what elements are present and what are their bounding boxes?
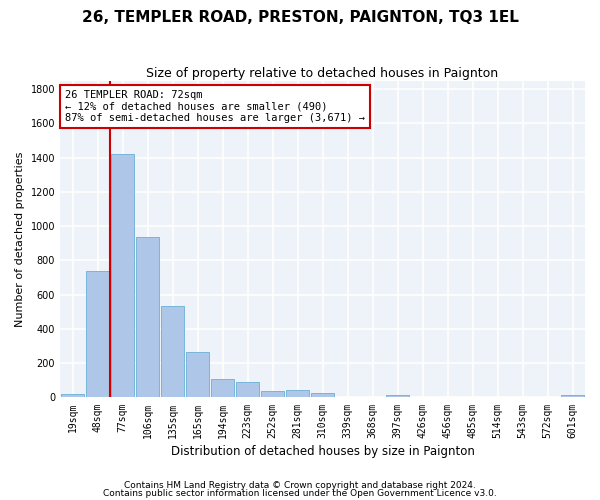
Text: 26, TEMPLER ROAD, PRESTON, PAIGNTON, TQ3 1EL: 26, TEMPLER ROAD, PRESTON, PAIGNTON, TQ3… [82,10,518,25]
Text: 26 TEMPLER ROAD: 72sqm
← 12% of detached houses are smaller (490)
87% of semi-de: 26 TEMPLER ROAD: 72sqm ← 12% of detached… [65,90,365,123]
Bar [286,390,310,398]
Bar [110,154,134,398]
Title: Size of property relative to detached houses in Paignton: Size of property relative to detached ho… [146,68,499,80]
Bar [260,390,284,398]
Text: Contains HM Land Registry data © Crown copyright and database right 2024.: Contains HM Land Registry data © Crown c… [124,481,476,490]
Bar [136,237,160,398]
Bar [311,392,334,398]
Y-axis label: Number of detached properties: Number of detached properties [15,152,25,326]
Bar [560,395,584,398]
Bar [86,270,109,398]
Bar [386,395,409,398]
Bar [161,306,184,398]
Bar [185,352,209,398]
Bar [211,380,235,398]
X-axis label: Distribution of detached houses by size in Paignton: Distribution of detached houses by size … [170,444,475,458]
Text: Contains public sector information licensed under the Open Government Licence v3: Contains public sector information licen… [103,488,497,498]
Bar [61,394,85,398]
Bar [236,382,259,398]
